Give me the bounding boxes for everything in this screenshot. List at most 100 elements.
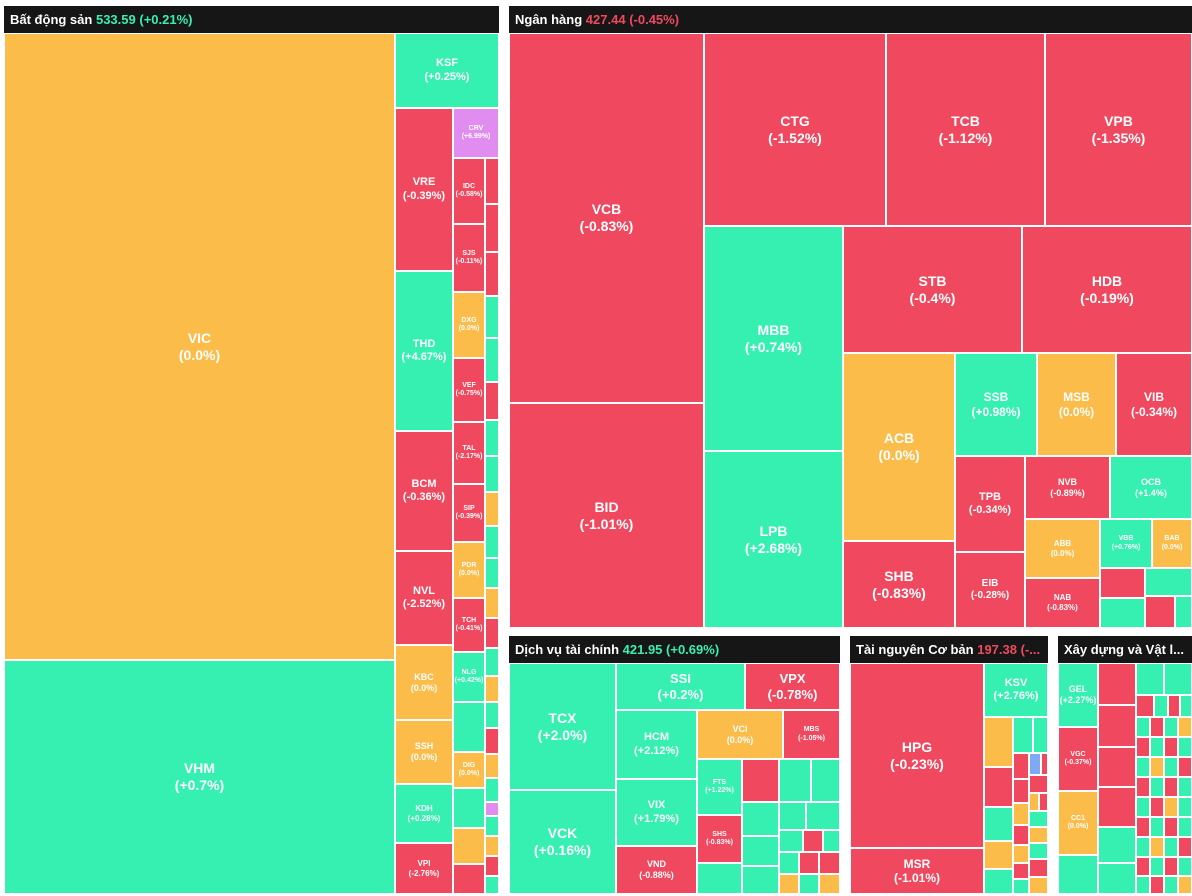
stock-tile-small[interactable] (1150, 737, 1164, 757)
stock-tile-VPX[interactable]: VPX (-0.78%) (745, 663, 840, 710)
stock-tile-PDR[interactable]: PDR (0.0%) (453, 542, 485, 598)
stock-tile-small[interactable] (485, 648, 499, 676)
stock-tile-small[interactable] (453, 702, 485, 752)
stock-tile-small[interactable] (485, 296, 499, 338)
stock-tile-TCB[interactable]: TCB (-1.12%) (886, 33, 1045, 226)
stock-tile-EIB[interactable]: EIB (-0.28%) (955, 552, 1025, 628)
stock-tile-small[interactable] (1164, 837, 1178, 857)
stock-tile-small[interactable] (779, 852, 799, 874)
stock-tile-small[interactable] (1150, 837, 1164, 857)
stock-tile-small[interactable] (1150, 797, 1164, 817)
stock-tile-MSR[interactable]: MSR (-1.01%) (850, 848, 984, 894)
stock-tile-small[interactable] (1178, 817, 1192, 837)
stock-tile-small[interactable] (1136, 737, 1150, 757)
stock-tile-small[interactable] (819, 874, 840, 894)
stock-tile-small[interactable] (1098, 705, 1136, 747)
stock-tile-small[interactable] (1168, 695, 1180, 717)
stock-tile-VCI[interactable]: VCI (0.0%) (697, 710, 783, 759)
stock-tile-small[interactable] (1150, 817, 1164, 837)
stock-tile-SIP[interactable]: SIP (-0.39%) (453, 484, 485, 542)
stock-tile-GEL[interactable]: GEL (+2.27%) (1058, 663, 1098, 727)
sector-header-banking[interactable]: Ngân hàng 427.44 (-0.45%) (509, 6, 1192, 33)
stock-tile-small[interactable] (485, 526, 499, 558)
stock-tile-HDB[interactable]: HDB (-0.19%) (1022, 226, 1192, 353)
stock-tile-small[interactable] (485, 728, 499, 754)
stock-tile-small[interactable] (1164, 663, 1192, 695)
stock-tile-DIG[interactable]: DIG (0.0%) (453, 752, 485, 788)
stock-tile-small[interactable] (485, 816, 499, 836)
stock-tile-small[interactable] (1145, 568, 1192, 596)
stock-tile-VGC[interactable]: VGC (-0.37%) (1058, 727, 1098, 791)
stock-tile-small[interactable] (1029, 793, 1039, 811)
stock-tile-VHM[interactable]: VHM (+0.7%) (4, 660, 395, 894)
stock-tile-FTS[interactable]: FTS (+1.22%) (697, 759, 742, 815)
stock-tile-small[interactable] (1136, 717, 1150, 737)
stock-tile-SSB[interactable]: SSB (+0.98%) (955, 353, 1037, 456)
stock-tile-small[interactable] (742, 866, 779, 894)
stock-tile-small[interactable] (1164, 717, 1178, 737)
stock-tile-SSI[interactable]: SSI (+0.2%) (616, 663, 745, 710)
stock-tile-small[interactable] (1013, 845, 1029, 863)
stock-tile-STB[interactable]: STB (-0.4%) (843, 226, 1022, 353)
stock-tile-small[interactable] (485, 158, 499, 204)
stock-tile-small[interactable] (1164, 817, 1178, 837)
stock-tile-small[interactable] (1029, 753, 1041, 775)
stock-tile-VIB[interactable]: VIB (-0.34%) (1116, 353, 1192, 456)
stock-tile-small[interactable] (485, 588, 499, 618)
stock-tile-small[interactable] (1058, 855, 1098, 894)
stock-tile-TPB[interactable]: TPB (-0.34%) (955, 456, 1025, 552)
stock-tile-HPG[interactable]: HPG (-0.23%) (850, 663, 984, 848)
stock-tile-small[interactable] (1178, 777, 1192, 797)
stock-tile-small[interactable] (485, 876, 499, 894)
stock-tile-small[interactable] (485, 558, 499, 588)
stock-tile-small[interactable] (806, 802, 840, 830)
stock-tile-small[interactable] (742, 836, 779, 866)
stock-tile-small[interactable] (1136, 663, 1164, 695)
sector-header-financial-services[interactable]: Dịch vụ tài chính 421.95 (+0.69%) (509, 636, 840, 663)
stock-tile-small[interactable] (1145, 596, 1175, 628)
stock-tile-small[interactable] (1178, 837, 1192, 857)
sector-header-basic-resources[interactable]: Tài nguyên Cơ bản 197.38 (-... (850, 636, 1048, 663)
stock-tile-small[interactable] (1039, 793, 1048, 811)
stock-tile-small[interactable] (1013, 863, 1029, 879)
stock-tile-small[interactable] (1150, 757, 1164, 777)
stock-tile-KSV[interactable]: KSV (+2.76%) (984, 663, 1048, 717)
stock-tile-SHS[interactable]: SHS (-0.83%) (697, 815, 742, 863)
stock-tile-small[interactable] (485, 382, 499, 420)
stock-tile-KBC[interactable]: KBC (0.0%) (395, 645, 453, 720)
stock-tile-CC1[interactable]: CC1 (0.0%) (1058, 791, 1098, 855)
stock-tile-VND[interactable]: VND (-0.88%) (616, 846, 697, 894)
stock-tile-small[interactable] (453, 788, 485, 828)
stock-tile-ABB[interactable]: ABB (0.0%) (1025, 519, 1100, 578)
stock-tile-small[interactable] (1098, 747, 1136, 787)
stock-tile-small[interactable] (1150, 857, 1164, 876)
stock-tile-small[interactable] (1013, 879, 1029, 894)
stock-tile-small[interactable] (1150, 777, 1164, 797)
stock-tile-small[interactable] (1013, 717, 1033, 753)
stock-tile-small[interactable] (485, 676, 499, 702)
stock-tile-small[interactable] (453, 828, 485, 864)
stock-tile-small[interactable] (1013, 825, 1029, 845)
stock-tile-small[interactable] (779, 830, 803, 852)
stock-tile-small[interactable] (1013, 779, 1029, 803)
stock-tile-small[interactable] (697, 863, 742, 894)
stock-tile-small[interactable] (1164, 737, 1178, 757)
stock-tile-small[interactable] (984, 767, 1013, 807)
stock-tile-ACB[interactable]: ACB (0.0%) (843, 353, 955, 541)
stock-tile-NLG[interactable]: NLG (+0.42%) (453, 652, 485, 702)
stock-tile-small[interactable] (779, 874, 799, 894)
stock-tile-TCX[interactable]: TCX (+2.0%) (509, 663, 616, 790)
stock-tile-MSB[interactable]: MSB (0.0%) (1037, 353, 1116, 456)
stock-tile-small[interactable] (1178, 757, 1192, 777)
stock-tile-small[interactable] (799, 874, 819, 894)
stock-tile-SJS[interactable]: SJS (-0.11%) (453, 224, 485, 292)
stock-tile-LPB[interactable]: LPB (+2.68%) (704, 451, 843, 628)
stock-tile-SSH[interactable]: SSH (0.0%) (395, 720, 453, 784)
stock-tile-MBB[interactable]: MBB (+0.74%) (704, 226, 843, 451)
stock-tile-VRE[interactable]: VRE (-0.39%) (395, 108, 453, 271)
stock-tile-small[interactable] (485, 802, 499, 816)
stock-tile-small[interactable] (779, 802, 806, 830)
stock-tile-VBB[interactable]: VBB (+0.76%) (1100, 519, 1152, 568)
stock-tile-small[interactable] (485, 754, 499, 778)
stock-tile-small[interactable] (984, 717, 1013, 767)
